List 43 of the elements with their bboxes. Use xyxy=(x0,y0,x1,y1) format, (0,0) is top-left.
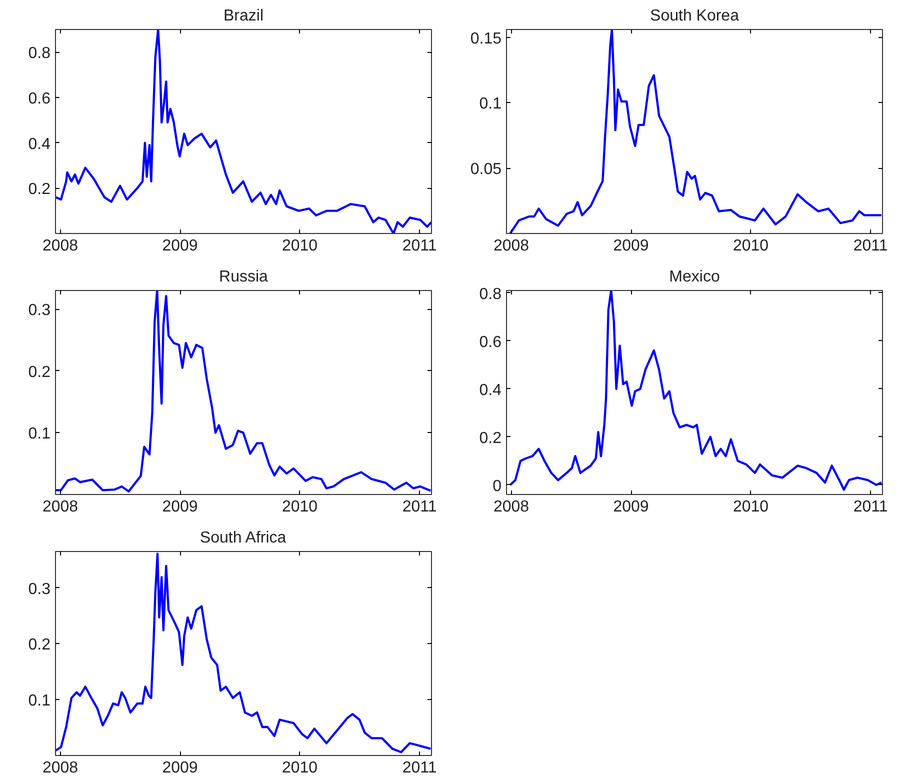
y-tick-label: 0.2 xyxy=(28,636,51,654)
y-tick-label: 0.15 xyxy=(470,30,502,48)
chart-title: South Africa xyxy=(200,530,286,546)
x-tick-label: 2011 xyxy=(853,498,888,516)
x-tick-label: 2009 xyxy=(162,498,198,516)
x-tick-label: 2011 xyxy=(853,238,888,254)
y-tick-label: 0.4 xyxy=(479,382,502,399)
y-tick-label: 0 xyxy=(492,478,502,495)
y-tick-label: 0.6 xyxy=(479,334,502,351)
x-tick-label: 2010 xyxy=(282,498,318,516)
y-tick-label: 0.8 xyxy=(479,286,502,303)
y-tick-label: 0.2 xyxy=(28,364,51,381)
y-tick-label: 0.3 xyxy=(28,580,51,598)
chart-title: Russia xyxy=(219,268,268,286)
x-tick-label: 2010 xyxy=(282,760,318,776)
y-tick-label: 0.8 xyxy=(28,45,51,62)
chart-title: Brazil xyxy=(223,8,264,24)
y-tick-label: 0.4 xyxy=(28,136,51,153)
x-tick-label: 2010 xyxy=(282,238,318,254)
x-tick-label: 2010 xyxy=(732,498,769,516)
x-tick-label: 2009 xyxy=(613,238,649,254)
y-tick-label: 0.6 xyxy=(28,90,51,108)
chart-title: Mexico xyxy=(669,268,720,286)
x-tick-label: 2011 xyxy=(402,238,437,254)
y-tick-label: 0.3 xyxy=(28,302,51,320)
x-tick-label: 2008 xyxy=(42,498,78,516)
y-tick-label: 0.1 xyxy=(479,96,502,113)
x-tick-label: 2008 xyxy=(493,238,530,254)
x-tick-label: 2011 xyxy=(402,498,437,516)
y-tick-label: 0.2 xyxy=(28,181,51,198)
x-tick-label: 2011 xyxy=(402,760,437,776)
y-tick-label: 0.1 xyxy=(28,692,51,710)
y-tick-label: 0.1 xyxy=(28,426,51,443)
x-tick-label: 2008 xyxy=(42,760,78,776)
x-tick-label: 2008 xyxy=(493,498,530,516)
x-tick-label: 2008 xyxy=(42,238,78,254)
chart-title: South Korea xyxy=(650,8,740,24)
x-tick-label: 2009 xyxy=(162,760,198,776)
x-tick-label: 2009 xyxy=(613,498,649,516)
x-tick-label: 2009 xyxy=(162,238,198,254)
y-tick-label: 0.2 xyxy=(479,430,502,447)
x-tick-label: 2010 xyxy=(732,238,769,254)
y-tick-label: 0.05 xyxy=(470,161,502,178)
